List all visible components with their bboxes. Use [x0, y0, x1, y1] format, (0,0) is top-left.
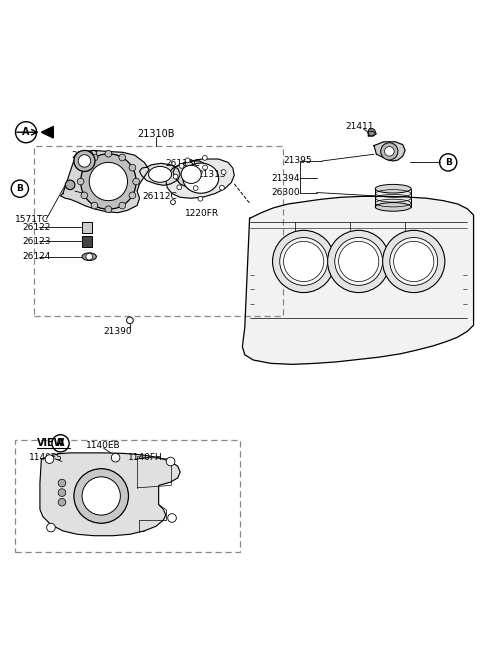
Bar — [15, 440, 240, 552]
Circle shape — [74, 469, 129, 523]
Text: VIEW: VIEW — [36, 438, 65, 448]
Circle shape — [381, 143, 398, 160]
Text: 1220FR: 1220FR — [185, 209, 219, 218]
Text: 21310B: 21310B — [137, 128, 175, 139]
Circle shape — [91, 154, 98, 161]
Circle shape — [119, 154, 126, 161]
Circle shape — [273, 231, 335, 293]
Text: 26113C: 26113C — [166, 159, 201, 168]
Ellipse shape — [375, 202, 411, 211]
Circle shape — [91, 202, 98, 209]
Ellipse shape — [375, 185, 411, 193]
Bar — [82, 236, 92, 247]
Text: 21411: 21411 — [345, 122, 374, 131]
Circle shape — [129, 164, 136, 171]
Text: 1571TC: 1571TC — [15, 215, 49, 224]
Circle shape — [338, 241, 379, 282]
Circle shape — [198, 196, 203, 201]
Text: A: A — [57, 438, 64, 448]
Circle shape — [221, 170, 226, 174]
Circle shape — [81, 192, 88, 198]
Circle shape — [335, 238, 383, 286]
Circle shape — [78, 155, 91, 167]
Circle shape — [383, 231, 445, 293]
Circle shape — [45, 455, 54, 464]
Circle shape — [179, 164, 184, 168]
Circle shape — [15, 122, 36, 143]
Circle shape — [390, 238, 438, 286]
Text: 1140FS: 1140FS — [28, 453, 62, 462]
Circle shape — [280, 238, 327, 286]
Polygon shape — [173, 161, 209, 189]
Text: 26300: 26300 — [271, 188, 300, 197]
Circle shape — [193, 186, 198, 191]
Text: 26123: 26123 — [23, 237, 51, 246]
Text: 21313: 21313 — [197, 170, 226, 179]
Circle shape — [11, 180, 28, 197]
Circle shape — [129, 192, 136, 198]
Text: 26122: 26122 — [23, 223, 51, 232]
Circle shape — [82, 477, 120, 515]
Bar — [82, 222, 92, 233]
Circle shape — [133, 178, 140, 185]
Circle shape — [168, 514, 176, 522]
Circle shape — [105, 151, 112, 157]
Circle shape — [52, 435, 69, 452]
Circle shape — [111, 453, 120, 462]
Circle shape — [203, 155, 207, 160]
Circle shape — [203, 165, 207, 170]
Circle shape — [74, 151, 95, 172]
Circle shape — [58, 479, 66, 487]
Polygon shape — [166, 159, 234, 198]
Circle shape — [89, 162, 128, 200]
Text: 21421: 21421 — [72, 151, 100, 160]
Ellipse shape — [82, 253, 96, 261]
Circle shape — [440, 154, 457, 171]
Polygon shape — [242, 196, 474, 364]
Circle shape — [177, 185, 182, 190]
Ellipse shape — [183, 163, 219, 193]
Circle shape — [86, 253, 93, 260]
Text: 26112C: 26112C — [142, 193, 177, 201]
Circle shape — [65, 180, 75, 190]
Circle shape — [81, 164, 88, 171]
Circle shape — [284, 241, 324, 282]
Circle shape — [219, 185, 224, 190]
Text: 21395: 21395 — [283, 157, 312, 166]
Polygon shape — [60, 151, 149, 213]
Text: 21390: 21390 — [104, 327, 132, 336]
Circle shape — [58, 498, 66, 506]
Bar — [375, 189, 411, 207]
Circle shape — [185, 158, 190, 162]
Text: 21394: 21394 — [271, 174, 300, 183]
Circle shape — [58, 489, 66, 496]
Circle shape — [77, 178, 84, 185]
Circle shape — [173, 174, 178, 179]
Polygon shape — [41, 126, 53, 138]
Text: 26124: 26124 — [23, 252, 51, 261]
Ellipse shape — [149, 166, 171, 182]
Text: 1140EB: 1140EB — [86, 441, 121, 450]
Circle shape — [170, 200, 175, 204]
Circle shape — [166, 457, 175, 466]
Text: B: B — [16, 184, 23, 193]
Polygon shape — [40, 453, 180, 536]
Circle shape — [81, 154, 136, 210]
Text: A: A — [22, 127, 30, 138]
Text: B: B — [445, 158, 452, 167]
Circle shape — [47, 523, 55, 532]
Circle shape — [119, 202, 126, 209]
Text: 1140FH: 1140FH — [128, 453, 162, 462]
Circle shape — [105, 206, 112, 213]
Polygon shape — [140, 163, 180, 185]
Polygon shape — [368, 131, 376, 136]
Circle shape — [384, 147, 394, 156]
Circle shape — [327, 231, 390, 293]
Polygon shape — [374, 141, 405, 161]
Circle shape — [127, 317, 133, 324]
Bar — [34, 145, 283, 316]
Ellipse shape — [181, 165, 201, 183]
Circle shape — [394, 241, 434, 282]
Circle shape — [368, 128, 375, 136]
